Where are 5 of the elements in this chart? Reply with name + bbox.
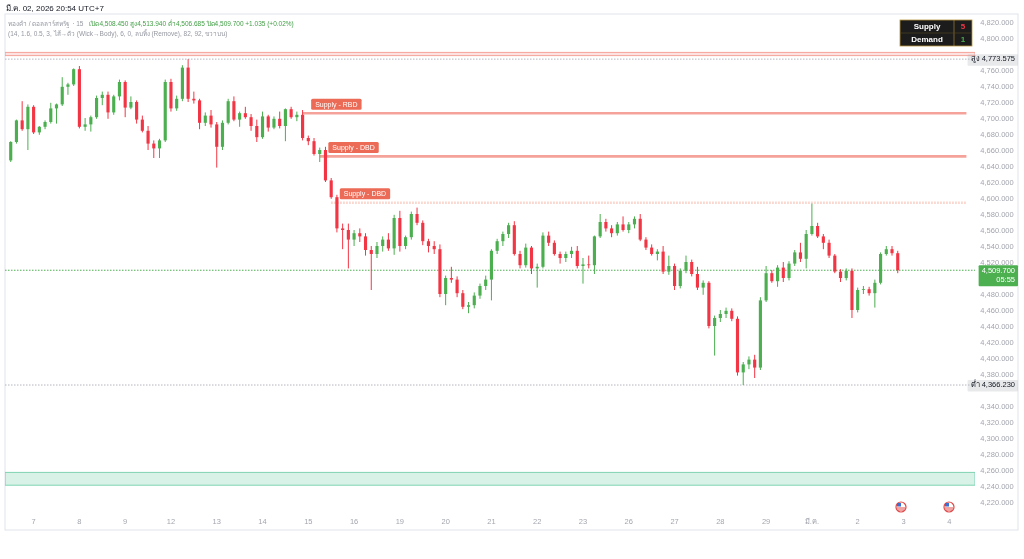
annotation: 5 (960, 22, 966, 32)
annotation: 1 (960, 35, 966, 45)
title: มี.ค. 02, 2026 20:54 UTC+7 (6, 4, 104, 13)
annotation: Supply (913, 22, 941, 32)
annotation: Demand (911, 35, 943, 45)
